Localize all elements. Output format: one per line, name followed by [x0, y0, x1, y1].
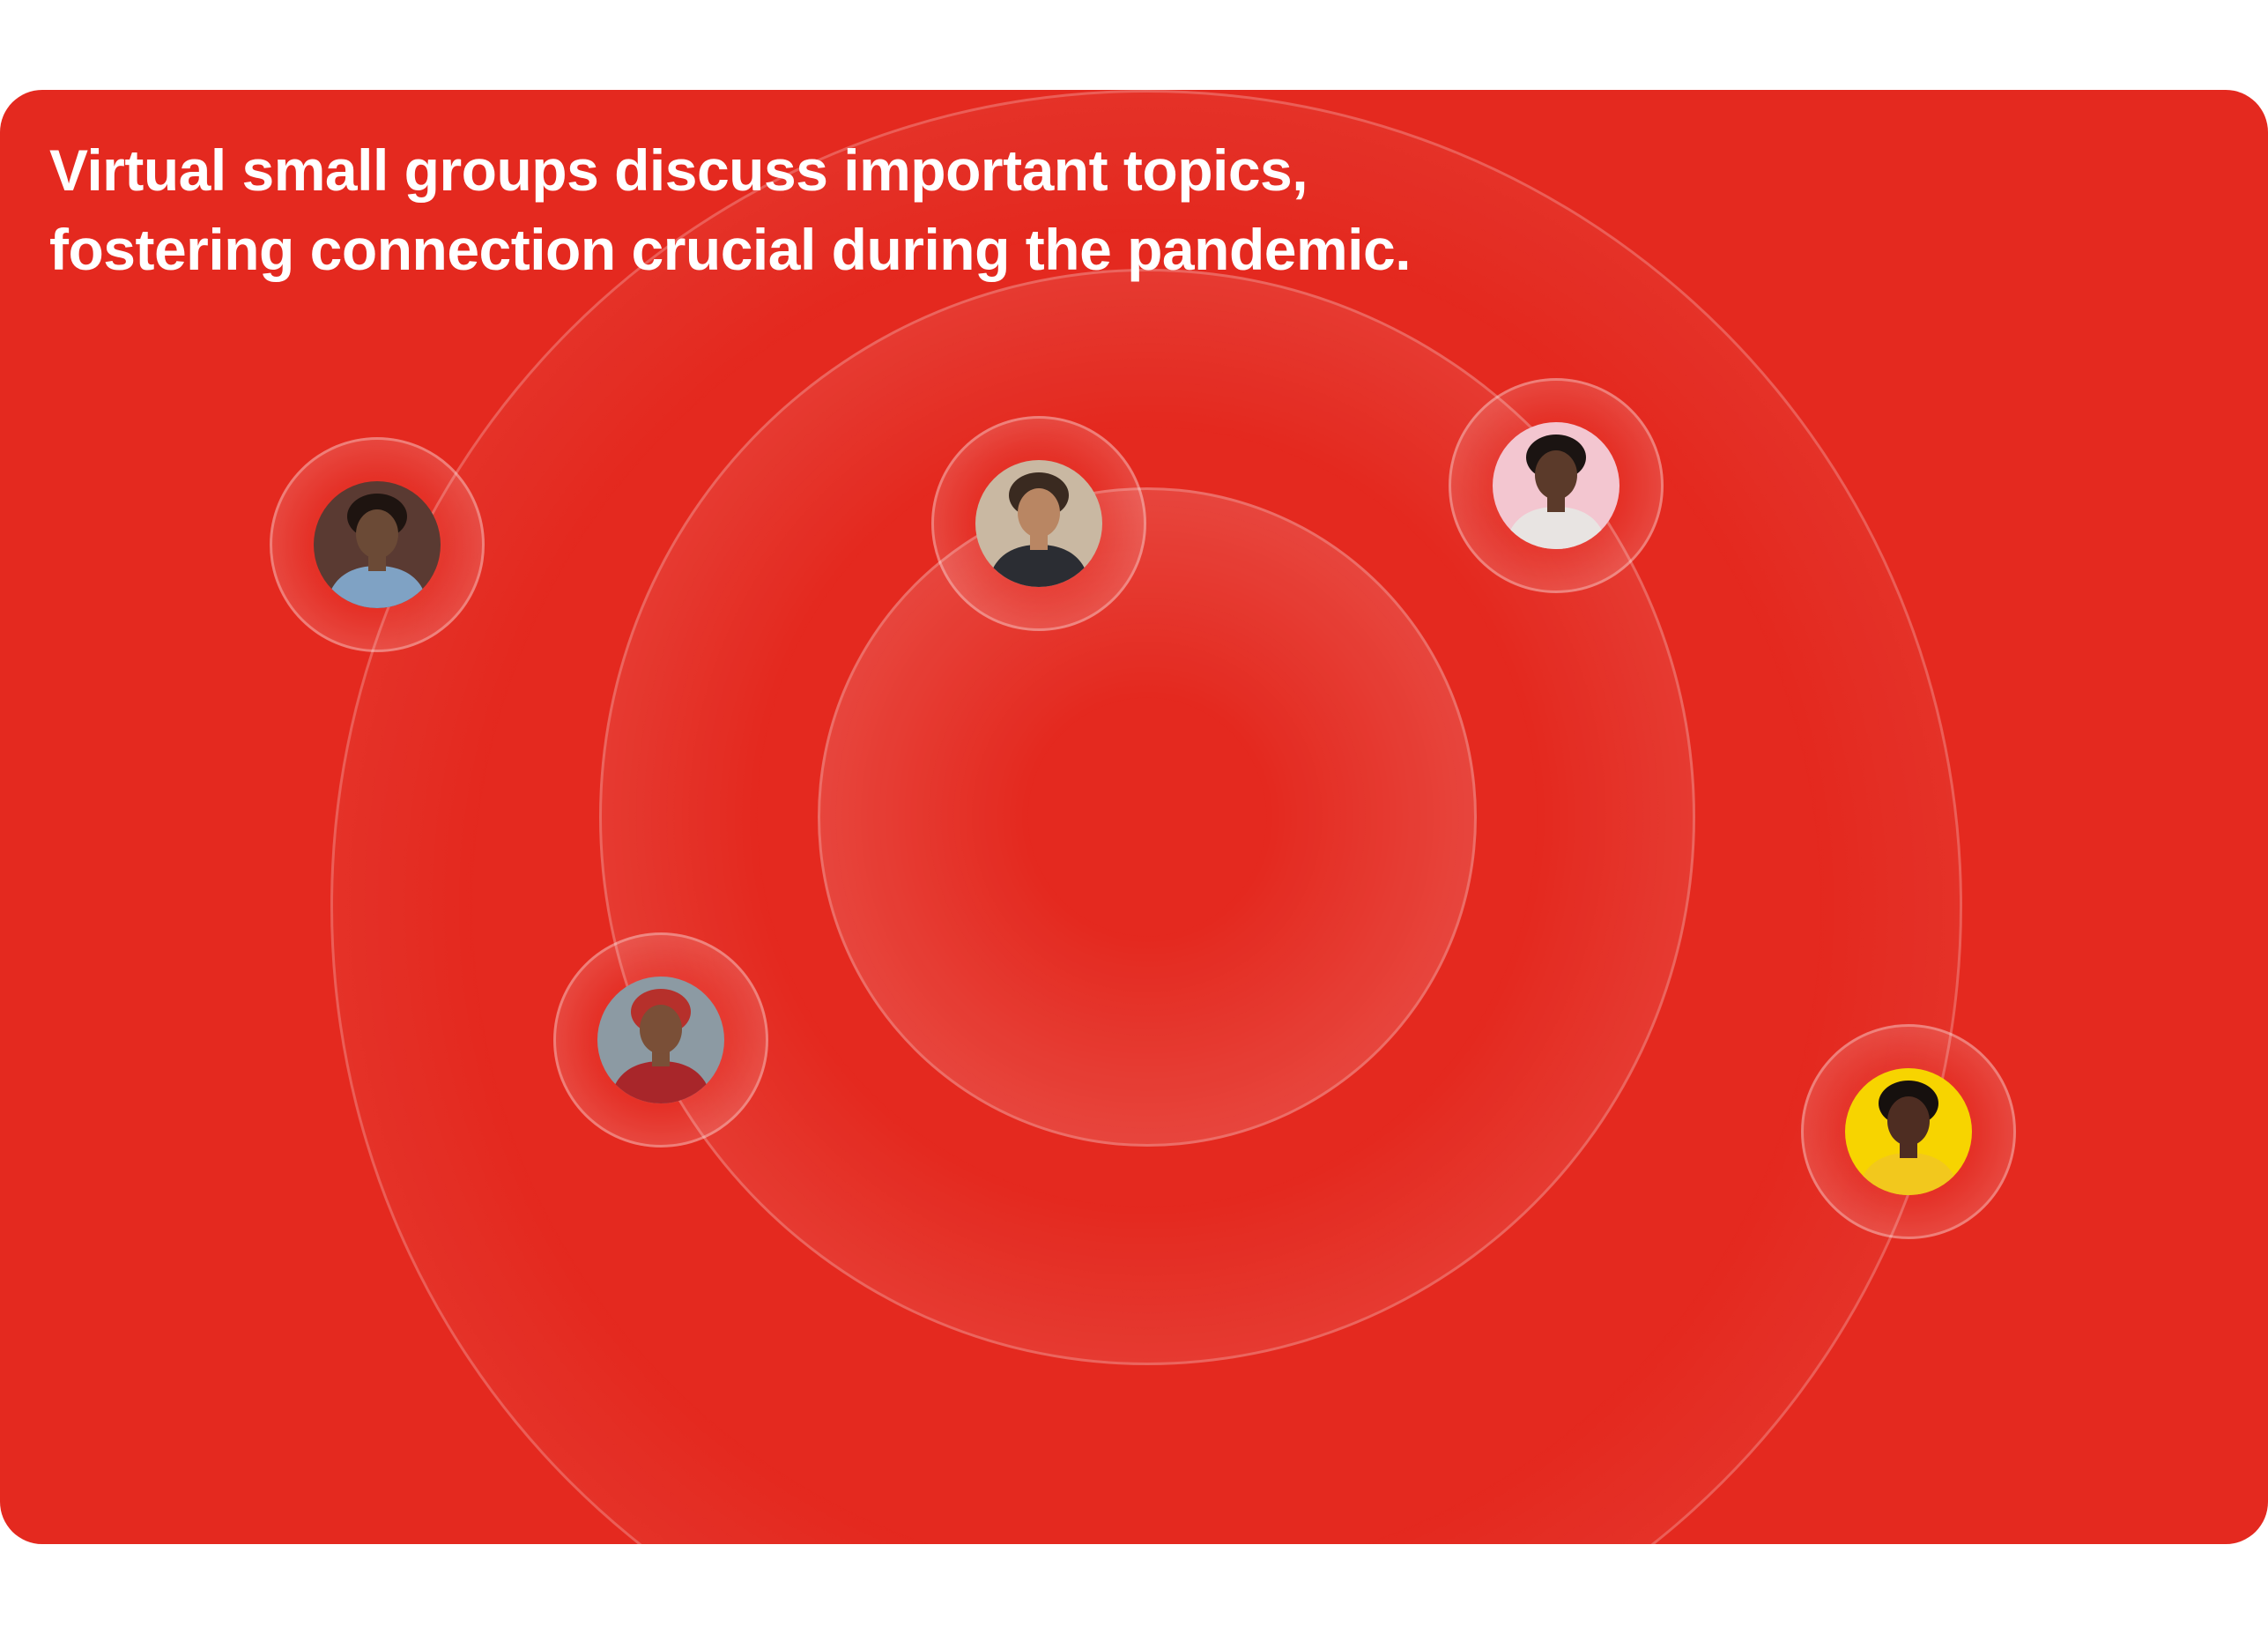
person-photo-icon — [597, 977, 724, 1103]
avatar-woman-with-yellow-glasses[interactable] — [1845, 1068, 1972, 1195]
hero-card: Virtual small groups discuss important t… — [0, 90, 2268, 1544]
avatar-halo-3 — [1449, 378, 1664, 593]
avatar-halo-5 — [1801, 1024, 2016, 1239]
person-photo-icon — [1845, 1068, 1972, 1195]
person-photo-icon — [1493, 422, 1619, 549]
avatar-halo-4 — [553, 932, 768, 1148]
headline-line-2: fostering connection crucial during the … — [49, 217, 1412, 282]
inner-ring — [818, 487, 1477, 1147]
avatar-halo-1 — [270, 437, 485, 652]
avatar-woman-with-glasses[interactable] — [314, 481, 441, 608]
avatar-man-with-red-hat[interactable] — [597, 977, 724, 1103]
headline: Virtual small groups discuss important t… — [49, 130, 1723, 289]
avatar-woman-with-headband[interactable] — [1493, 422, 1619, 549]
person-photo-icon — [314, 481, 441, 608]
headline-line-1: Virtual small groups discuss important t… — [49, 137, 1308, 203]
avatar-halo-2 — [931, 416, 1146, 631]
person-photo-icon — [975, 460, 1102, 587]
avatar-man-with-beanie[interactable] — [975, 460, 1102, 587]
